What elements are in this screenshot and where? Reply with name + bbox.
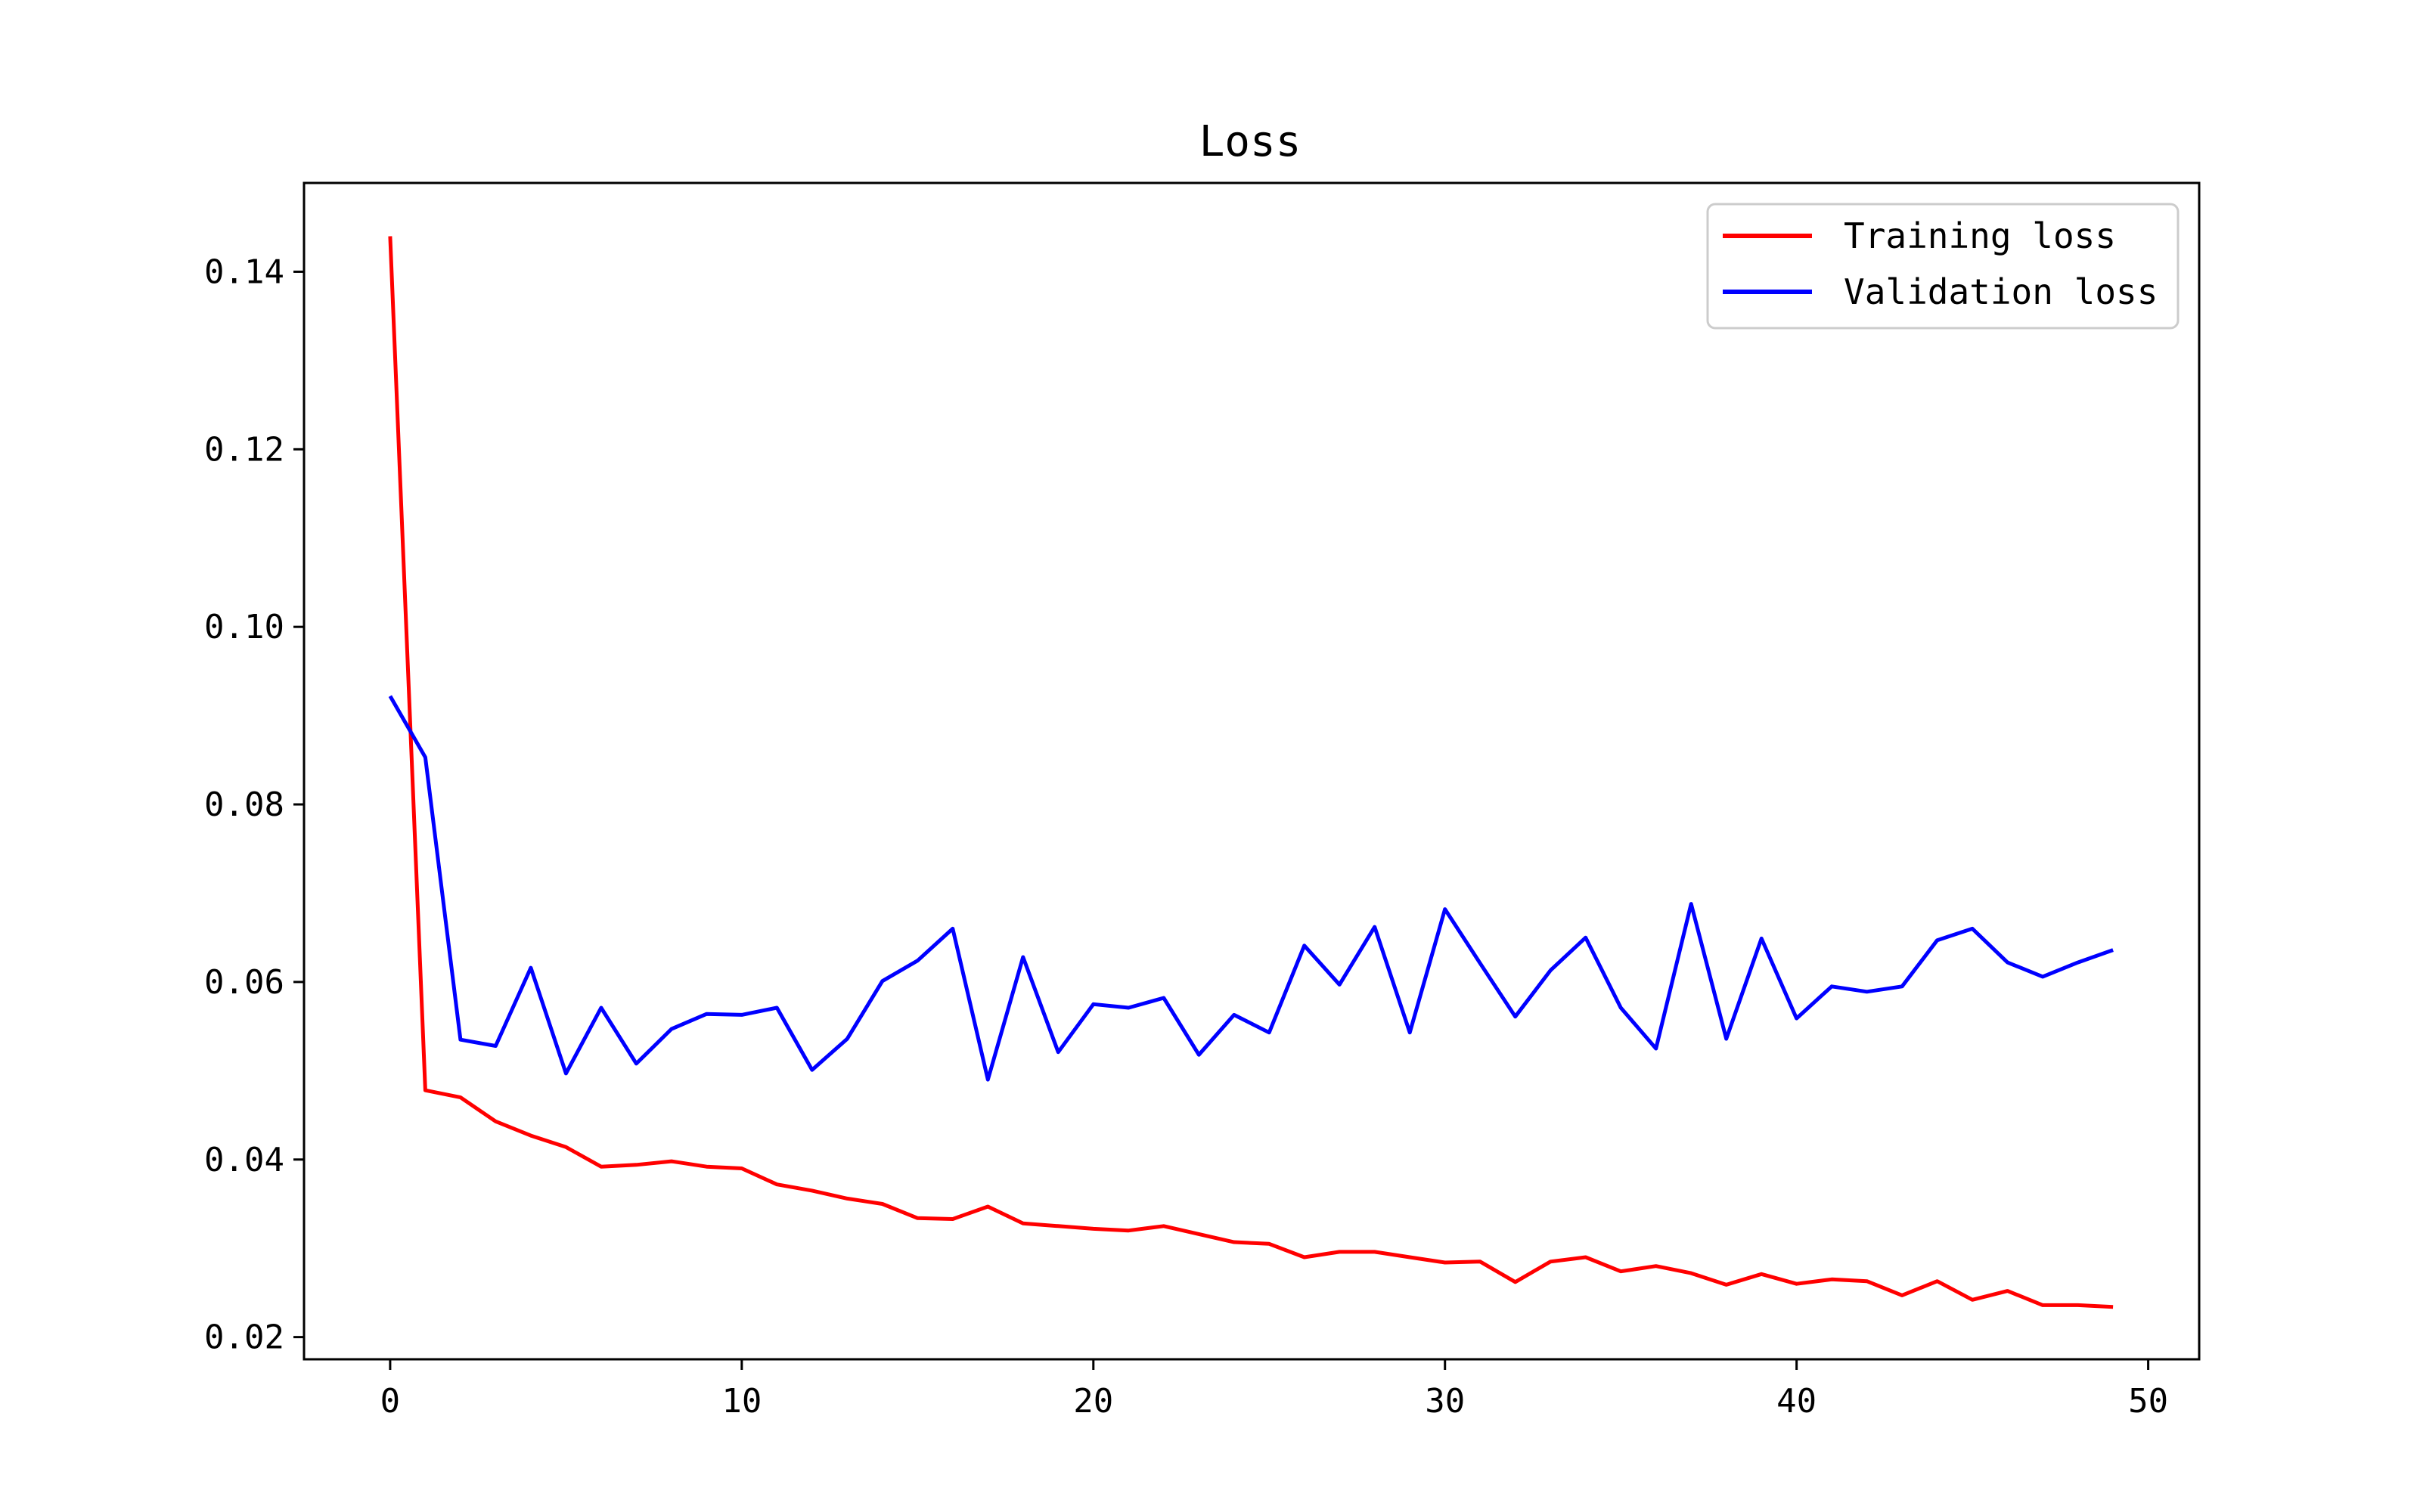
chart-title: Loss bbox=[1199, 117, 1302, 166]
x-tick-label: 40 bbox=[1776, 1382, 1817, 1421]
legend-label-validation-loss: Validation loss bbox=[1844, 271, 2158, 312]
y-tick-label: 0.06 bbox=[204, 963, 284, 1002]
plot-frame bbox=[302, 181, 2201, 1361]
x-tick-label: 0 bbox=[380, 1382, 401, 1421]
y-axis: 0.02 0.04 0.06 0.08 0.10 0.12 0.14 bbox=[204, 253, 304, 1357]
x-tick-label: 50 bbox=[2128, 1382, 2168, 1421]
series-layer bbox=[388, 236, 2114, 1309]
series-line-training-loss bbox=[388, 236, 2114, 1309]
y-tick-label: 0.08 bbox=[204, 785, 284, 824]
y-tick-label: 0.14 bbox=[204, 253, 284, 291]
y-tick-label: 0.12 bbox=[204, 430, 284, 469]
legend: Training loss Validation loss bbox=[1706, 203, 2180, 330]
x-axis: 0 10 20 30 40 50 bbox=[380, 1359, 2168, 1421]
x-tick-label: 30 bbox=[1425, 1382, 1465, 1421]
y-tick-label: 0.10 bbox=[204, 608, 284, 646]
x-tick-label: 20 bbox=[1073, 1382, 1113, 1421]
legend-box bbox=[1706, 203, 2180, 330]
y-tick-label: 0.02 bbox=[204, 1318, 284, 1357]
series-line-validation-loss bbox=[388, 695, 2114, 1082]
x-tick-label: 10 bbox=[721, 1382, 762, 1421]
y-tick-label: 0.04 bbox=[204, 1141, 284, 1179]
legend-label-training-loss: Training loss bbox=[1844, 215, 2116, 256]
